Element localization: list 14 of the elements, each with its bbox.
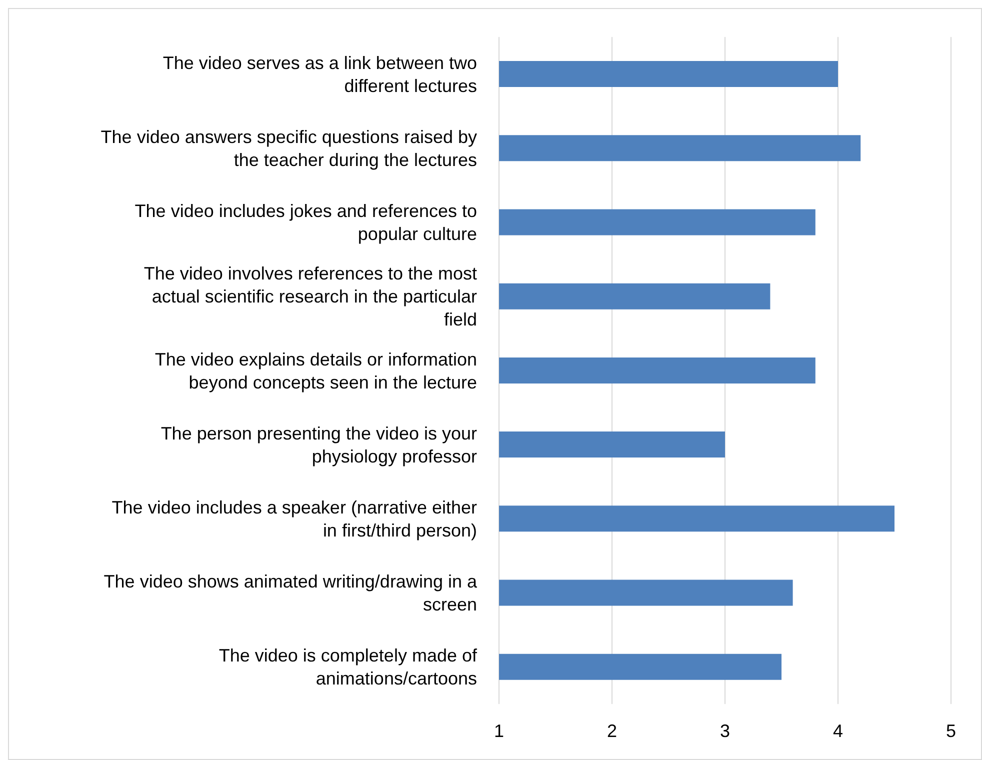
x-tick-label: 5: [946, 720, 956, 741]
y-tick-label: The video involves references to the most actual scientific research in the particular field: [144, 264, 477, 330]
y-tick-label: The video is completely made of animations/cartoons: [218, 646, 478, 689]
y-tick-label: The video includes a speaker (narrative either in first/third person): [112, 498, 477, 541]
x-tick-label: 3: [720, 720, 730, 741]
y-tick-label: The video explains details or information beyond concepts seen in the lecture: [154, 349, 477, 392]
y-tick-label: The video shows animated writing/drawing in a screen: [104, 572, 478, 615]
x-tick-label: 2: [606, 720, 618, 741]
y-tick-label: The video includes jokes and references to popular culture: [134, 201, 477, 244]
y-tick-label: The video serves as a link between two different lectures: [162, 52, 477, 96]
x-tick-label: 1: [494, 720, 504, 741]
x-tick-label: 4: [832, 720, 844, 741]
y-tick-label: The video answers specific questions raised by the teacher during the lectures: [100, 126, 477, 170]
y-tick-label: The person presenting the video is your physiology professor: [160, 423, 478, 466]
